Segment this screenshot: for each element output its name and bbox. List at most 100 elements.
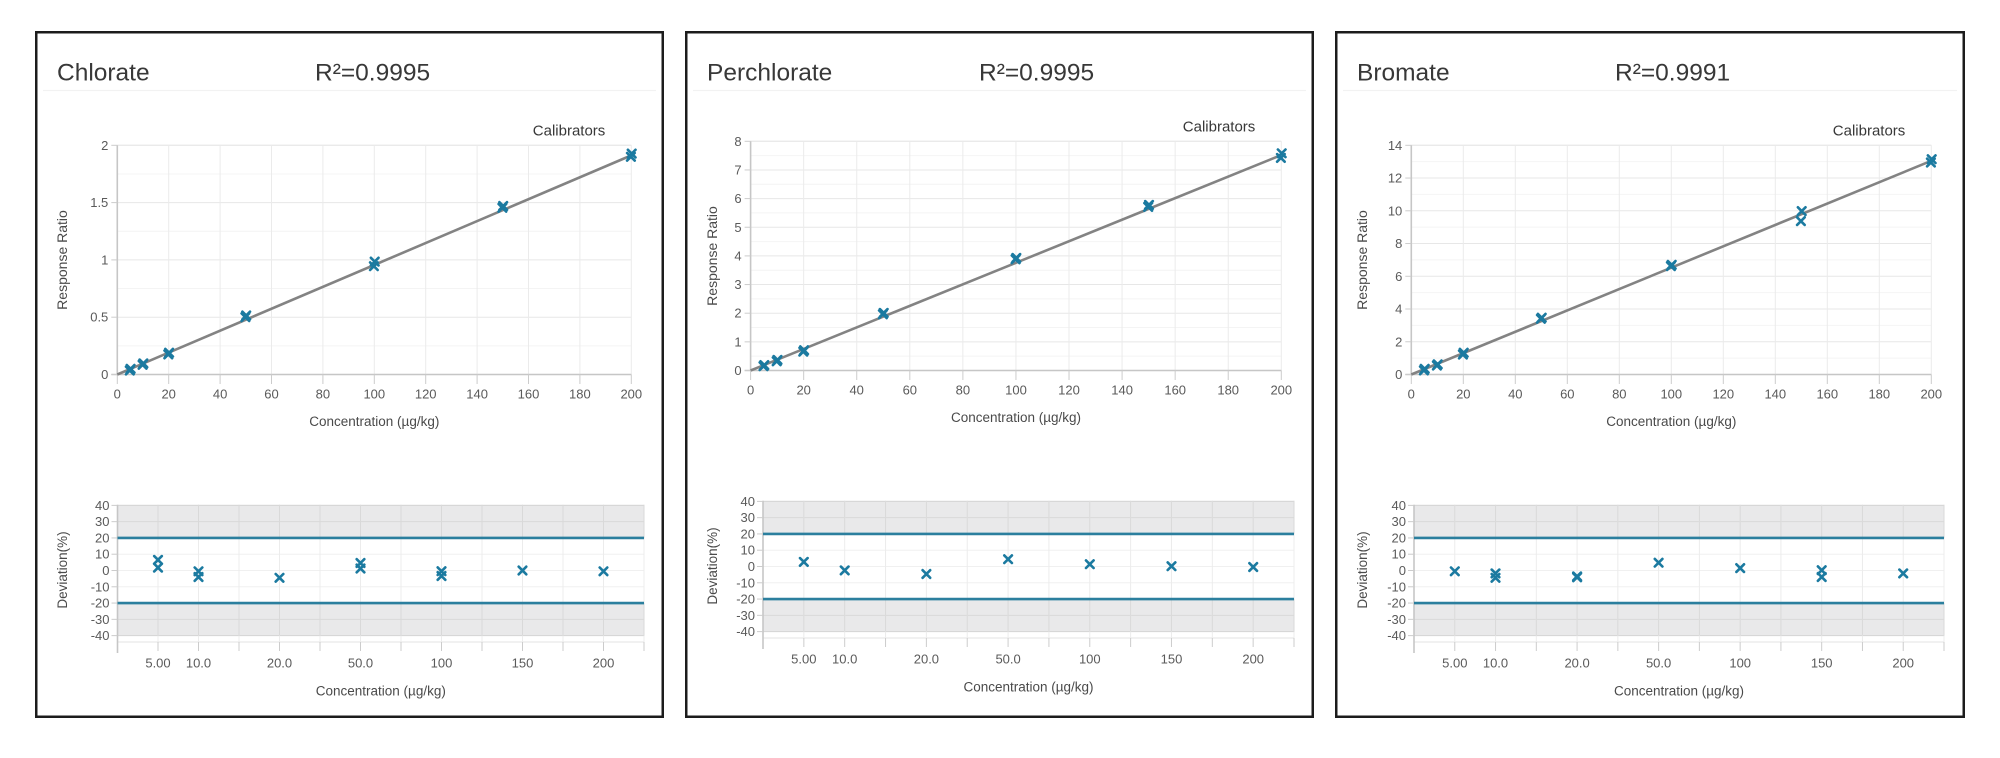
svg-text:120: 120: [1058, 383, 1080, 398]
svg-text:0: 0: [1399, 563, 1406, 578]
svg-text:0: 0: [114, 387, 121, 402]
svg-text:5: 5: [734, 220, 741, 235]
svg-text:-30: -30: [91, 612, 110, 627]
svg-text:30: 30: [95, 514, 109, 529]
svg-text:10: 10: [1388, 203, 1402, 218]
svg-text:5.00: 5.00: [791, 652, 816, 667]
svg-text:Concentration (µg/kg): Concentration (µg/kg): [309, 414, 439, 429]
svg-text:100: 100: [1660, 387, 1682, 402]
svg-text:160: 160: [1816, 387, 1838, 402]
svg-text:160: 160: [518, 387, 540, 402]
svg-text:60: 60: [1560, 387, 1574, 402]
svg-text:0: 0: [1408, 387, 1415, 402]
svg-text:140: 140: [1111, 383, 1133, 398]
svg-text:50.0: 50.0: [348, 656, 373, 671]
svg-text:140: 140: [1764, 387, 1786, 402]
svg-text:-20: -20: [91, 596, 110, 611]
svg-text:120: 120: [415, 387, 437, 402]
svg-text:Deviation(%): Deviation(%): [705, 527, 720, 604]
svg-text:0: 0: [1395, 367, 1402, 382]
svg-text:2: 2: [1395, 334, 1402, 349]
svg-text:7: 7: [734, 163, 741, 178]
svg-text:-40: -40: [736, 624, 755, 639]
svg-text:0: 0: [102, 563, 109, 578]
svg-text:12: 12: [1388, 171, 1402, 186]
svg-text:40: 40: [95, 498, 109, 513]
svg-text:200: 200: [1270, 383, 1292, 398]
svg-text:5.00: 5.00: [145, 656, 170, 671]
svg-text:60: 60: [903, 383, 917, 398]
svg-text:100: 100: [431, 656, 453, 671]
svg-text:150: 150: [1811, 656, 1833, 671]
svg-text:2: 2: [734, 306, 741, 321]
svg-text:60: 60: [264, 387, 278, 402]
svg-text:0: 0: [101, 367, 108, 382]
svg-text:-30: -30: [1387, 612, 1406, 627]
svg-text:Deviation(%): Deviation(%): [55, 531, 70, 608]
svg-text:Deviation(%): Deviation(%): [1355, 531, 1370, 608]
svg-text:R²=0.9995: R²=0.9995: [315, 60, 430, 87]
svg-text:0: 0: [747, 383, 754, 398]
svg-text:200: 200: [593, 656, 615, 671]
svg-text:6: 6: [734, 191, 741, 206]
svg-text:6: 6: [1395, 269, 1402, 284]
svg-text:150: 150: [1161, 652, 1183, 667]
svg-text:20.0: 20.0: [914, 652, 939, 667]
svg-text:Concentration (µg/kg): Concentration (µg/kg): [1614, 684, 1744, 699]
svg-text:10: 10: [1392, 547, 1406, 562]
svg-text:10.0: 10.0: [832, 652, 857, 667]
svg-text:30: 30: [741, 510, 755, 525]
svg-text:1: 1: [734, 334, 741, 349]
svg-text:1: 1: [101, 252, 108, 267]
svg-text:10.0: 10.0: [1483, 656, 1508, 671]
svg-text:20: 20: [1392, 530, 1406, 545]
svg-text:100: 100: [1729, 656, 1751, 671]
svg-text:Concentration (µg/kg): Concentration (µg/kg): [963, 680, 1093, 695]
svg-text:-10: -10: [736, 575, 755, 590]
svg-text:Concentration (µg/kg): Concentration (µg/kg): [951, 410, 1081, 425]
svg-text:10: 10: [95, 547, 109, 562]
svg-text:3: 3: [734, 277, 741, 292]
svg-text:40: 40: [741, 494, 755, 509]
svg-text:20: 20: [796, 383, 810, 398]
svg-text:20: 20: [741, 526, 755, 541]
svg-text:Calibrators: Calibrators: [1183, 119, 1256, 136]
svg-text:Calibrators: Calibrators: [533, 123, 606, 140]
svg-text:Response Ratio: Response Ratio: [1354, 210, 1370, 310]
svg-text:180: 180: [569, 387, 591, 402]
svg-text:8: 8: [1395, 236, 1402, 251]
svg-text:0.5: 0.5: [90, 310, 108, 325]
svg-text:Response Ratio: Response Ratio: [54, 210, 70, 310]
svg-text:200: 200: [1242, 652, 1264, 667]
svg-text:100: 100: [1079, 652, 1101, 667]
svg-text:40: 40: [1392, 498, 1406, 513]
svg-text:200: 200: [1892, 656, 1914, 671]
svg-text:4: 4: [1395, 302, 1402, 317]
svg-text:14: 14: [1388, 138, 1402, 153]
svg-text:5.00: 5.00: [1442, 656, 1467, 671]
svg-text:R²=0.9991: R²=0.9991: [1615, 60, 1730, 87]
svg-text:-30: -30: [736, 608, 755, 623]
svg-text:R²=0.9995: R²=0.9995: [979, 60, 1094, 87]
svg-text:-40: -40: [91, 628, 110, 643]
svg-text:0: 0: [734, 363, 741, 378]
svg-text:20: 20: [95, 530, 109, 545]
svg-text:-20: -20: [736, 592, 755, 607]
svg-text:40: 40: [213, 387, 227, 402]
svg-text:10.0: 10.0: [186, 656, 211, 671]
svg-text:20: 20: [161, 387, 175, 402]
svg-text:2: 2: [101, 138, 108, 153]
svg-text:200: 200: [620, 387, 642, 402]
svg-text:80: 80: [316, 387, 330, 402]
svg-text:10: 10: [741, 543, 755, 558]
svg-text:80: 80: [956, 383, 970, 398]
svg-text:200: 200: [1920, 387, 1942, 402]
svg-text:Chlorate: Chlorate: [57, 60, 150, 87]
svg-text:40: 40: [1508, 387, 1522, 402]
svg-text:-20: -20: [1387, 596, 1406, 611]
svg-text:Concentration (µg/kg): Concentration (µg/kg): [316, 684, 446, 699]
svg-text:20.0: 20.0: [267, 656, 292, 671]
svg-text:Concentration (µg/kg): Concentration (µg/kg): [1606, 414, 1736, 429]
svg-text:180: 180: [1217, 383, 1239, 398]
svg-text:8: 8: [734, 134, 741, 149]
